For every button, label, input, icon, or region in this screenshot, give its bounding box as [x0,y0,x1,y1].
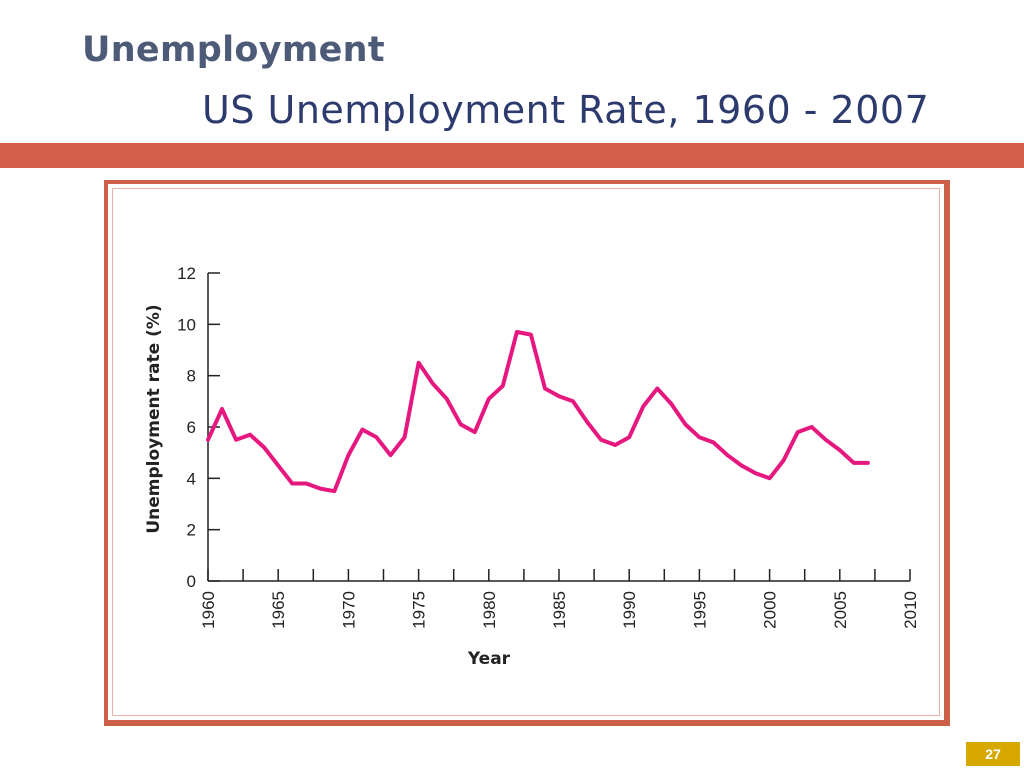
slide-title: Unemployment [82,30,385,70]
x-tick-label: 1965 [269,591,288,629]
y-tick-label: 6 [187,418,196,437]
x-tick-label: 2010 [901,591,920,629]
y-tick-label: 4 [187,469,196,488]
y-tick-label: 12 [177,264,196,283]
chart-frame-inner-border [112,188,940,716]
x-axis-title: Year [467,649,511,669]
y-tick-label: 8 [187,367,196,386]
x-tick-label: 2005 [831,591,850,629]
y-tick-label: 10 [177,315,196,334]
slide-subtitle: US Unemployment Rate, 1960 - 2007 [202,88,930,132]
y-tick-label: 0 [187,572,196,591]
y-axis-title: Unemployment rate (%) [144,304,164,533]
y-tick-label: 2 [187,521,196,540]
y-axis: 0 2 4 6 8 10 12 [177,264,220,591]
series-group [206,330,870,494]
x-tick-label: 1995 [690,591,709,629]
x-tick-label: 1970 [339,591,358,629]
x-tick-label: 1980 [480,591,499,629]
x-tick-label: 1960 [199,591,218,629]
x-axis: 1960 1965 1970 1975 1980 1985 1990 1995 2000 2005… [199,569,920,629]
chart-frame: 0 2 4 6 8 10 12 1960 1965 1970 1975 1980 1985 1990 19… [104,180,950,726]
title-rule [0,143,1024,168]
x-tick-label: 1985 [550,591,569,629]
page-number-badge: 27 [966,742,1020,766]
x-tick-label: 2000 [761,591,780,629]
series-line-0 [206,330,870,494]
x-tick-label: 1975 [410,591,429,629]
x-tick-label: 1990 [620,591,639,629]
